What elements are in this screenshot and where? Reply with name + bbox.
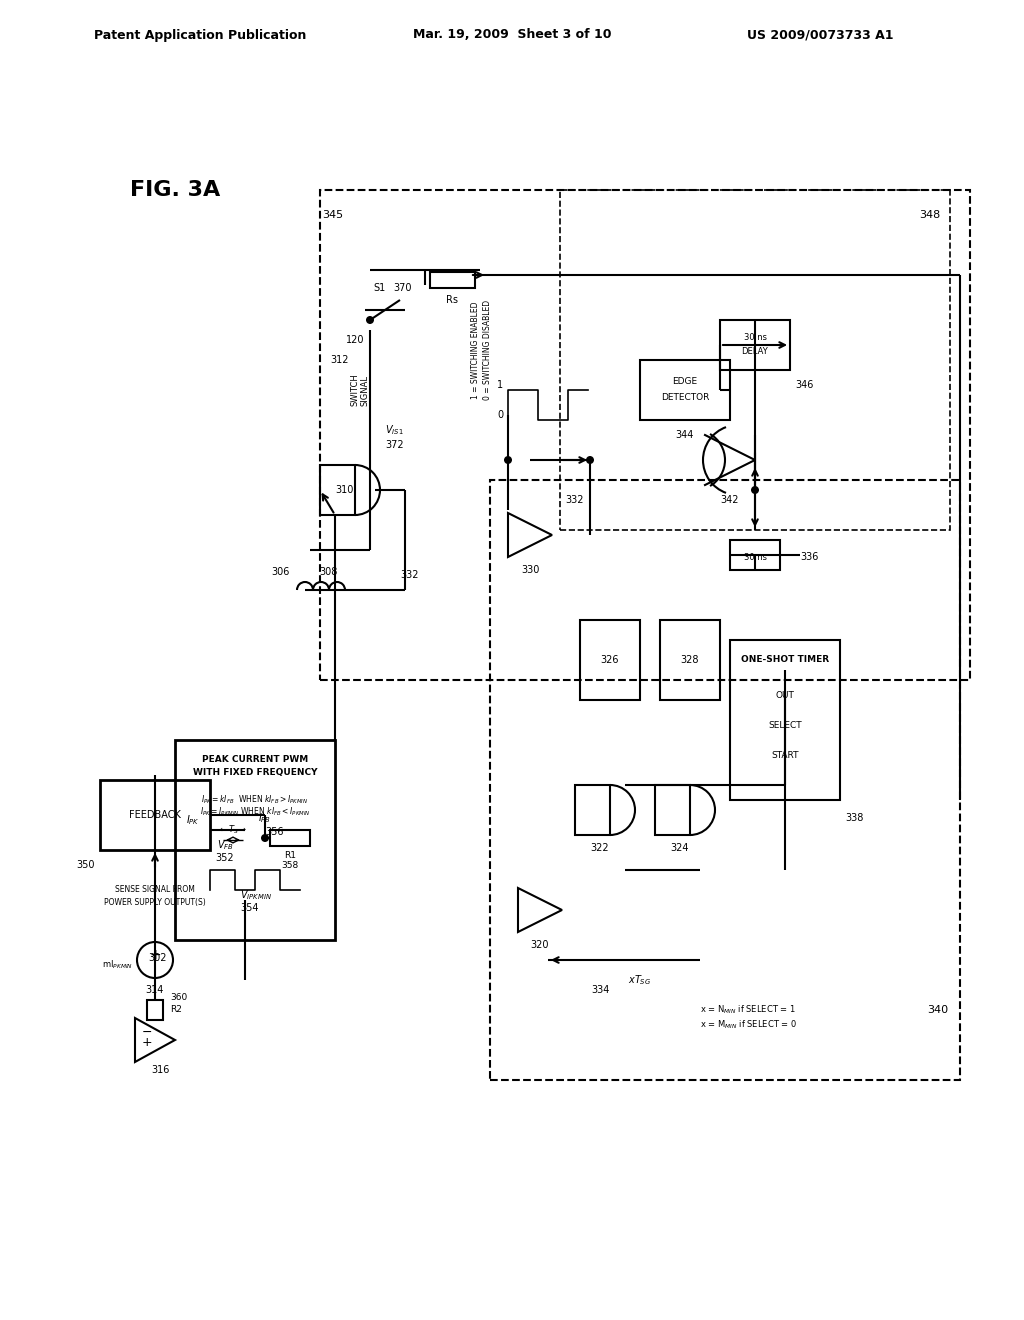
Text: 340: 340 — [927, 1005, 948, 1015]
Text: 372: 372 — [385, 440, 403, 450]
Text: 0 = SWITCHING DISABLED: 0 = SWITCHING DISABLED — [483, 300, 493, 400]
Circle shape — [366, 315, 374, 323]
Circle shape — [586, 455, 594, 465]
Text: Mar. 19, 2009  Sheet 3 of 10: Mar. 19, 2009 Sheet 3 of 10 — [413, 29, 611, 41]
Text: 310: 310 — [336, 484, 354, 495]
Bar — [490, 480, 961, 1080]
Text: S1: S1 — [374, 282, 386, 293]
Text: $I_{PK} = I_{PKMIN}$ WHEN $kI_{FB} < I_{PKMIN}$: $I_{PK} = I_{PKMIN}$ WHEN $kI_{FB} < I_{… — [200, 805, 310, 818]
Circle shape — [504, 455, 512, 465]
Text: 358: 358 — [282, 862, 299, 870]
Text: 356: 356 — [266, 828, 285, 837]
Text: DELAY: DELAY — [741, 347, 768, 356]
Text: 328: 328 — [681, 655, 699, 665]
Text: ONE-SHOT TIMER: ONE-SHOT TIMER — [741, 656, 829, 664]
Bar — [640, 360, 730, 420]
Text: 322: 322 — [591, 843, 609, 853]
Text: 30 ns: 30 ns — [743, 334, 767, 342]
Text: $V_{IPKMIN}$: $V_{IPKMIN}$ — [240, 888, 272, 902]
Text: 320: 320 — [530, 940, 549, 950]
Text: $I_{PK}$: $I_{PK}$ — [186, 813, 200, 826]
Text: FEEDBACK: FEEDBACK — [129, 810, 181, 820]
Text: mI$_{PKMIN}$: mI$_{PKMIN}$ — [101, 958, 133, 972]
Bar — [660, 620, 720, 700]
Text: EDGE: EDGE — [673, 378, 697, 387]
Bar — [730, 540, 780, 570]
Text: SELECT: SELECT — [768, 721, 802, 730]
Circle shape — [751, 486, 759, 494]
Text: SENSE SIGNAL FROM: SENSE SIGNAL FROM — [115, 886, 195, 895]
Text: 336: 336 — [800, 552, 818, 562]
Bar — [319, 465, 355, 515]
Text: 312: 312 — [331, 355, 349, 366]
Bar — [720, 319, 790, 370]
Text: 326: 326 — [601, 655, 620, 665]
Text: $\leftarrow T_S \rightarrow$: $\leftarrow T_S \rightarrow$ — [218, 824, 248, 837]
Bar — [319, 190, 970, 680]
Text: START: START — [771, 751, 799, 759]
Text: 302: 302 — [148, 953, 167, 964]
Text: 348: 348 — [919, 210, 940, 220]
Text: Patent Application Publication: Patent Application Publication — [94, 29, 306, 41]
Bar — [655, 785, 690, 836]
Bar — [560, 190, 950, 531]
Text: 360: 360 — [170, 994, 187, 1002]
Text: FIG. 3A: FIG. 3A — [130, 180, 220, 201]
Text: R2: R2 — [170, 1006, 182, 1015]
Text: OUT: OUT — [775, 690, 795, 700]
Text: 354: 354 — [241, 903, 259, 913]
Text: $V_{FB}$: $V_{FB}$ — [217, 838, 233, 851]
Text: 30 ns: 30 ns — [743, 553, 767, 561]
Text: 306: 306 — [271, 568, 290, 577]
Bar — [175, 741, 335, 940]
Text: 316: 316 — [151, 1065, 169, 1074]
Text: 120: 120 — [346, 335, 365, 345]
Text: SWITCH: SWITCH — [350, 374, 359, 407]
Text: 334: 334 — [591, 985, 609, 995]
Text: 346: 346 — [795, 380, 813, 389]
Text: 350: 350 — [77, 861, 95, 870]
Bar — [730, 640, 840, 800]
Text: −: − — [141, 1026, 153, 1039]
Text: Rs: Rs — [446, 294, 458, 305]
Text: 332: 332 — [400, 570, 419, 579]
Text: WITH FIXED FREQUENCY: WITH FIXED FREQUENCY — [193, 767, 317, 776]
Text: SIGNAL: SIGNAL — [360, 375, 370, 405]
Text: $I_{FB}$: $I_{FB}$ — [258, 810, 271, 825]
Text: DETECTOR: DETECTOR — [660, 393, 710, 403]
Bar — [270, 830, 310, 846]
Text: 344: 344 — [676, 430, 694, 440]
Text: 342: 342 — [721, 495, 739, 506]
Text: 1 = SWITCHING ENABLED: 1 = SWITCHING ENABLED — [470, 301, 479, 399]
Text: 332: 332 — [565, 495, 585, 506]
Text: 330: 330 — [521, 565, 540, 576]
Text: 314: 314 — [145, 985, 164, 995]
Bar — [100, 780, 210, 850]
Bar — [430, 272, 475, 288]
Text: 324: 324 — [671, 843, 689, 853]
Text: $I_{PK} = kI_{FB}$  WHEN $kI_{FB} > I_{PKMIN}$: $I_{PK} = kI_{FB}$ WHEN $kI_{FB} > I_{PK… — [202, 793, 308, 807]
Text: $xT_{SG}$: $xT_{SG}$ — [629, 973, 651, 987]
Text: +: + — [150, 948, 161, 962]
Bar — [580, 620, 640, 700]
Text: 370: 370 — [393, 282, 412, 293]
Text: 308: 308 — [319, 568, 338, 577]
Bar — [575, 785, 610, 836]
Text: PEAK CURRENT PWM: PEAK CURRENT PWM — [202, 755, 308, 764]
Bar — [147, 1001, 163, 1020]
Circle shape — [261, 834, 269, 842]
Text: x = N$_{MIN}$ if SELECT = 1: x = N$_{MIN}$ if SELECT = 1 — [700, 1003, 796, 1016]
Text: +: + — [141, 1036, 153, 1049]
Text: 0: 0 — [497, 411, 503, 420]
Text: x = M$_{MIN}$ if SELECT = 0: x = M$_{MIN}$ if SELECT = 0 — [700, 1019, 797, 1031]
Text: R1: R1 — [284, 851, 296, 861]
Text: 345: 345 — [322, 210, 343, 220]
Text: US 2009/0073733 A1: US 2009/0073733 A1 — [746, 29, 893, 41]
Text: POWER SUPPLY OUTPUT(S): POWER SUPPLY OUTPUT(S) — [104, 898, 206, 907]
Text: 338: 338 — [845, 813, 863, 822]
Text: 1: 1 — [497, 380, 503, 389]
Text: $V_{IS1}$: $V_{IS1}$ — [385, 424, 403, 437]
Text: 352: 352 — [216, 853, 234, 863]
